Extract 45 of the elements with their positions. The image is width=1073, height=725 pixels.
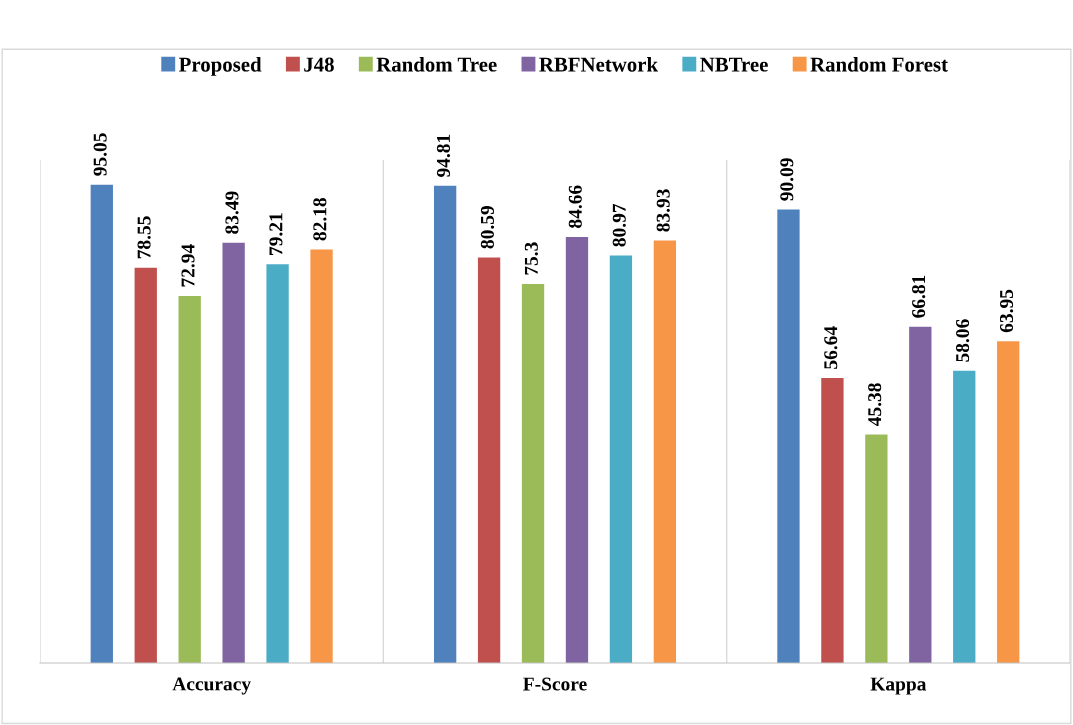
data-label: 79.21 [269,213,283,255]
data-label: 66.81 [912,275,926,318]
data-label: 80.97 [612,203,626,247]
x-tick-label: Accuracy [172,677,251,695]
bar [477,257,501,663]
legend-label: Random Forest [810,56,948,72]
data-label: 82.18 [313,197,327,241]
x-tick-label: F-Score [523,677,587,691]
data-label: 75.3 [524,242,538,275]
data-label: 72.94 [181,244,195,287]
bar [953,370,976,663]
bar [134,267,157,663]
legend-label: RBFNetwork [539,56,659,72]
bar [909,326,932,663]
bar [310,249,333,663]
bar [521,284,545,663]
bar [865,434,888,663]
bar [997,341,1020,663]
x-tick-label: Kappa [870,677,927,695]
data-label: 56.64 [824,326,838,369]
data-label: 84.66 [568,185,582,228]
bar [266,264,289,663]
data-label: 63.95 [1000,289,1014,333]
bar [609,255,633,663]
data-label: 94.81 [436,134,451,177]
bar [222,242,245,663]
bar [433,185,457,663]
bar [90,184,113,663]
data-label: 83.49 [225,191,239,234]
legend-label: Random Tree [376,56,497,72]
bar [178,295,201,663]
legend-label: J48 [304,57,334,72]
data-label: 58.06 [956,319,970,362]
data-label: 78.55 [137,216,151,259]
legend-label: NBTree [700,57,768,72]
bar [653,240,677,663]
bar [777,209,800,663]
bar [565,236,589,663]
bar [821,377,844,663]
data-label: 90.09 [780,158,794,201]
data-label: 83.93 [656,189,670,232]
data-label: 95.05 [93,133,107,176]
legend-label: Proposed [179,56,262,76]
data-label: 80.59 [480,206,495,249]
data-label: 45.38 [868,383,882,427]
